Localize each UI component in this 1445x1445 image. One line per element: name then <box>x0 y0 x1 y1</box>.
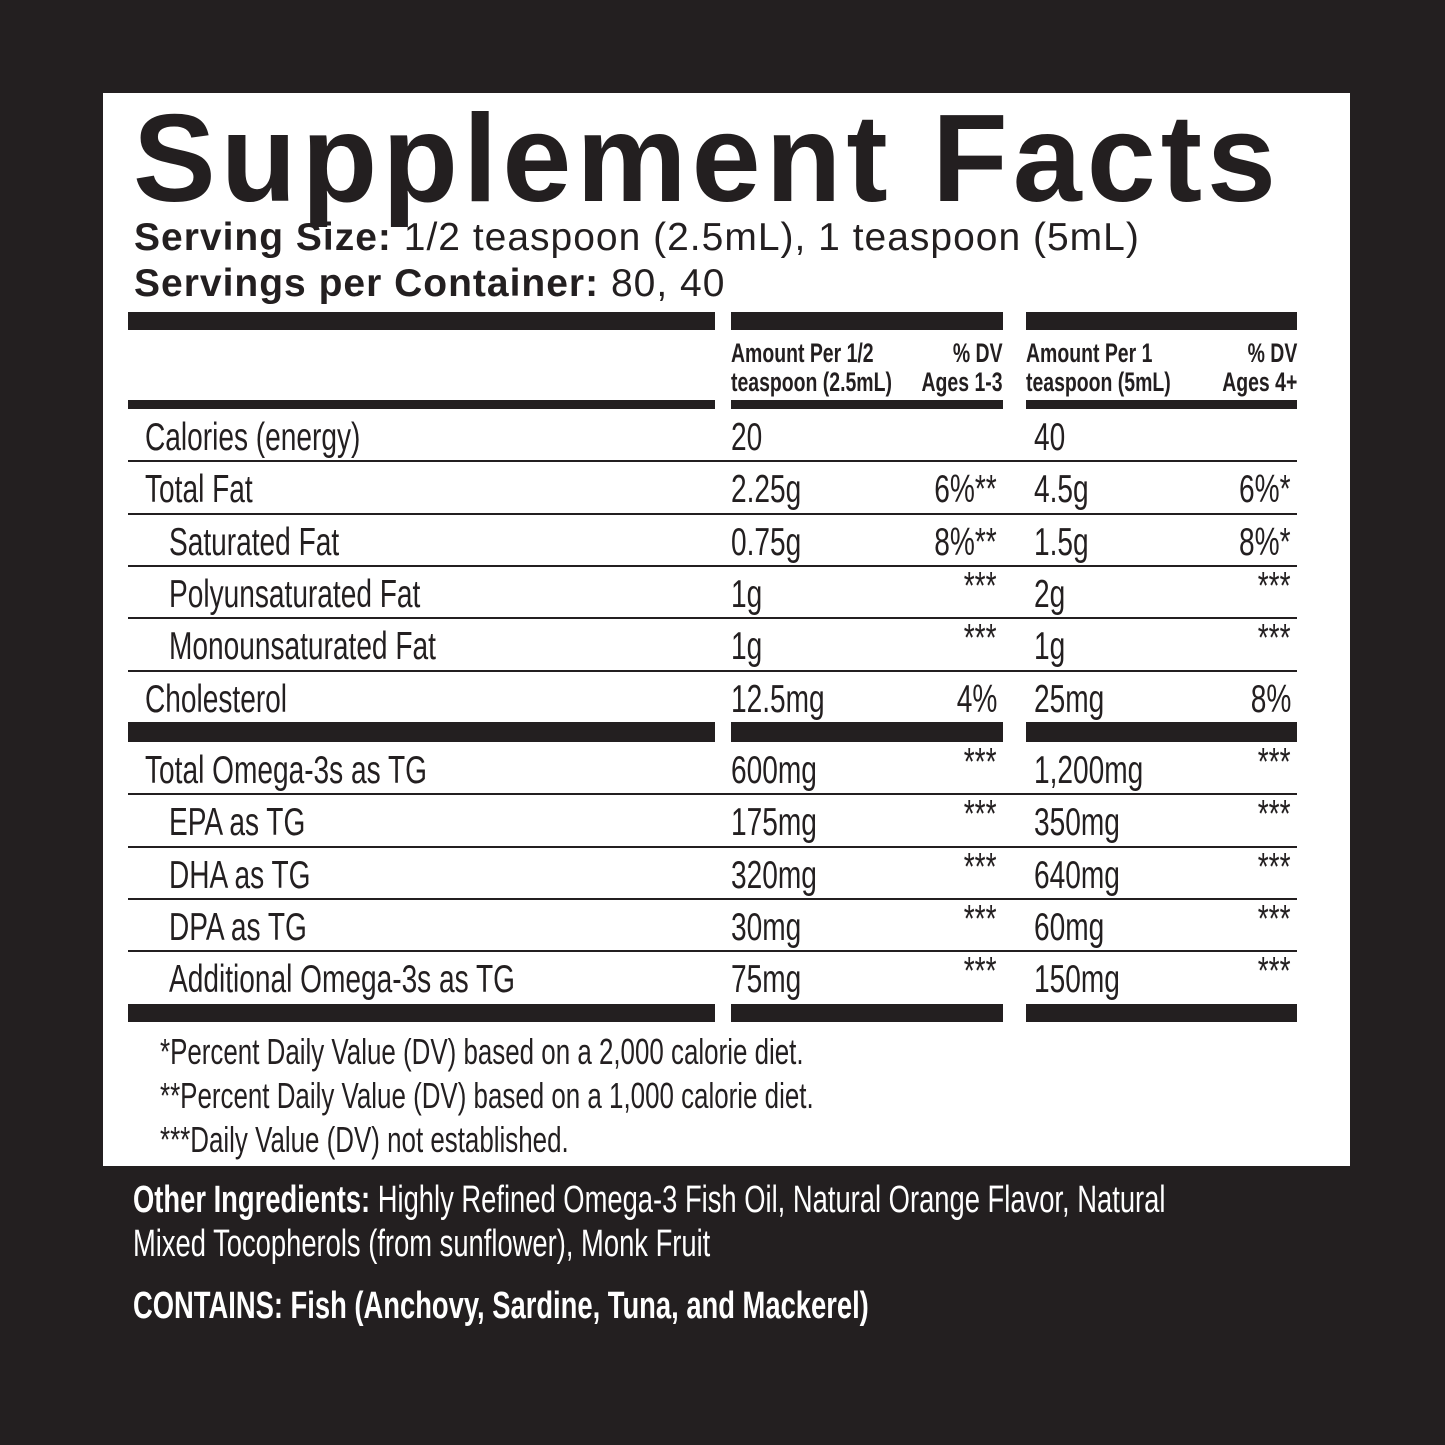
nutrient-name: Polyunsaturated Fat <box>169 572 421 616</box>
divider-bar <box>128 312 715 330</box>
amount-half-tsp: 175mg <box>731 801 817 845</box>
dv-ages-1-3: 4% <box>956 677 997 721</box>
dv-ages-4plus: *** <box>1258 897 1291 941</box>
nutrient-name: Cholesterol <box>145 677 288 721</box>
nutrient-name: Saturated Fat <box>169 520 340 564</box>
dv-ages-4plus: *** <box>1258 845 1291 889</box>
amount-one-tsp: 2g <box>1034 572 1066 616</box>
dv-ages-1-3: 6%** <box>934 468 997 512</box>
supplement-facts-panel <box>103 93 1350 1166</box>
amount-one-tsp: 25mg <box>1034 677 1105 721</box>
dv-ages-1-3: *** <box>964 793 997 837</box>
amount-half-tsp: 0.75g <box>731 520 802 564</box>
divider-bar <box>731 400 1003 409</box>
dv-ages-1-3: *** <box>964 741 997 784</box>
servings-label: Servings per Container: <box>134 262 600 305</box>
col-a-dv-header: % DV Ages 1-3 <box>921 338 1003 397</box>
amount-half-tsp: 1g <box>731 572 763 616</box>
dv-ages-1-3: *** <box>964 897 997 941</box>
dv-ages-1-3: *** <box>964 617 997 661</box>
amount-half-tsp: 20 <box>731 416 763 459</box>
amount-one-tsp: 150mg <box>1034 958 1120 1002</box>
row-divider <box>128 669 1297 672</box>
amount-one-tsp: 640mg <box>1034 853 1120 897</box>
dv-ages-1-3: *** <box>964 950 997 994</box>
dv-ages-4plus: *** <box>1258 617 1291 661</box>
footnote: **Percent Daily Value (DV) based on a 1,… <box>160 1075 814 1116</box>
dv-ages-4plus: *** <box>1258 741 1291 784</box>
other-ingredients-line: Mixed Tocopherols (from sunflower), Monk… <box>133 1223 711 1265</box>
nutrient-name: Total Fat <box>145 468 253 512</box>
divider-bar <box>1026 722 1297 742</box>
col-b-amount-header: Amount Per 1 teaspoon (5mL) <box>1026 338 1171 397</box>
nutrient-name: Total Omega-3s as TG <box>145 749 427 792</box>
amount-half-tsp: 2.25g <box>731 468 802 512</box>
divider-bar <box>128 722 715 742</box>
nutrient-name: EPA as TG <box>169 801 306 845</box>
row-divider <box>128 950 1297 953</box>
amount-half-tsp: 320mg <box>731 853 817 897</box>
divider-bar <box>128 1004 715 1022</box>
nutrient-name: Calories (energy) <box>145 416 361 459</box>
row-divider <box>128 897 1297 900</box>
dv-ages-4plus: *** <box>1258 564 1291 608</box>
dv-ages-1-3: *** <box>964 845 997 889</box>
nutrient-name: Additional Omega-3s as TG <box>169 958 515 1002</box>
amount-half-tsp: 75mg <box>731 958 802 1002</box>
amount-half-tsp: 1g <box>731 625 763 669</box>
amount-one-tsp: 40 <box>1034 416 1066 459</box>
dv-ages-1-3: *** <box>964 564 997 608</box>
footnote: ***Daily Value (DV) not established. <box>160 1119 569 1160</box>
serving-size-label: Serving Size: <box>134 216 392 259</box>
serving-size-value: 1/2 teaspoon (2.5mL), 1 teaspoon (5mL) <box>403 216 1140 259</box>
dv-ages-1-3: 8%** <box>934 520 997 564</box>
nutrient-name: Monounsaturated Fat <box>169 625 436 669</box>
page-title: Supplement Facts <box>133 90 1281 228</box>
divider-bar <box>731 722 1003 742</box>
serving-size: Serving Size: 1/2 teaspoon (2.5mL), 1 te… <box>134 216 1140 260</box>
row-divider <box>128 617 1297 620</box>
divider-bar <box>1026 400 1297 409</box>
divider-bar <box>1026 312 1297 330</box>
amount-half-tsp: 12.5mg <box>731 677 825 721</box>
row-divider <box>128 845 1297 848</box>
amount-one-tsp: 60mg <box>1034 905 1105 949</box>
divider-bar <box>731 312 1003 330</box>
dv-ages-4plus: 6%* <box>1239 468 1291 512</box>
nutrient-name: DPA as TG <box>169 905 307 949</box>
row-divider <box>128 512 1297 515</box>
dv-ages-4plus: *** <box>1258 793 1291 837</box>
allergen-statement: CONTAINS: Fish (Anchovy, Sardine, Tuna, … <box>133 1285 869 1327</box>
amount-half-tsp: 30mg <box>731 905 802 949</box>
amount-one-tsp: 350mg <box>1034 801 1120 845</box>
col-b-dv-header: % DV Ages 4+ <box>1221 338 1297 397</box>
other-ingredients-label: Other Ingredients: <box>133 1179 371 1221</box>
amount-one-tsp: 1.5g <box>1034 520 1089 564</box>
other-ingredients: Other Ingredients: Highly Refined Omega-… <box>133 1178 1165 1266</box>
amount-one-tsp: 1,200mg <box>1034 749 1144 792</box>
divider-bar <box>731 1004 1003 1022</box>
footnote: *Percent Daily Value (DV) based on a 2,0… <box>160 1031 804 1072</box>
row-divider <box>128 793 1297 796</box>
dv-ages-4plus: 8%* <box>1239 520 1291 564</box>
dv-ages-4plus: *** <box>1258 950 1291 994</box>
amount-half-tsp: 600mg <box>731 749 817 792</box>
row-divider <box>128 460 1297 463</box>
divider-bar <box>128 400 715 409</box>
nutrient-name: DHA as TG <box>169 853 311 897</box>
divider-bar <box>1026 1004 1297 1022</box>
row-divider <box>128 564 1297 567</box>
other-ingredients-line: Highly Refined Omega-3 Fish Oil, Natural… <box>377 1179 1166 1221</box>
servings-value: 80, 40 <box>610 262 726 305</box>
amount-one-tsp: 1g <box>1034 625 1066 669</box>
amount-one-tsp: 4.5g <box>1034 468 1089 512</box>
dv-ages-4plus: 8% <box>1250 677 1291 721</box>
col-a-amount-header: Amount Per 1/2 teaspoon (2.5mL) <box>731 338 892 397</box>
servings-per-container: Servings per Container: 80, 40 <box>134 262 725 306</box>
